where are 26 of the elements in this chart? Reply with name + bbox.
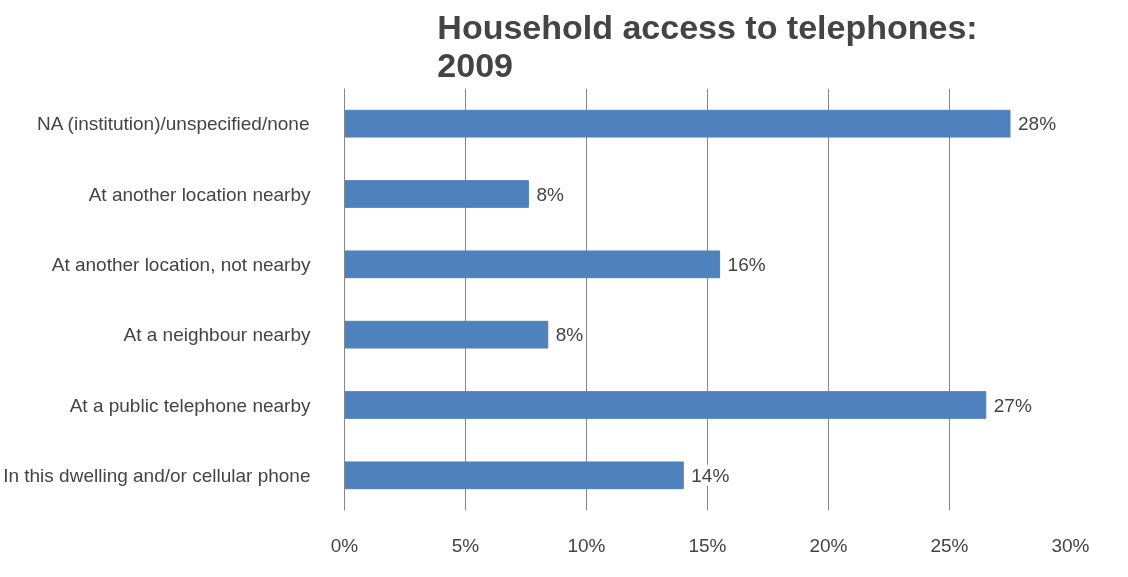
data-label: 8% bbox=[555, 324, 584, 346]
x-tick-label: 30% bbox=[1051, 534, 1090, 556]
x-tick-label: 10% bbox=[567, 534, 606, 556]
data-label: 16% bbox=[727, 253, 766, 275]
bar bbox=[344, 180, 529, 208]
x-tick-label: 0% bbox=[330, 534, 359, 556]
data-label: 8% bbox=[536, 183, 564, 205]
y-tick-label: At another location, not nearby bbox=[51, 253, 311, 275]
x-tick-label: 25% bbox=[930, 534, 969, 556]
data-label: 14% bbox=[691, 464, 730, 486]
y-tick-label: At another location nearby bbox=[88, 183, 311, 205]
y-tick-label: In this dwelling and/or cellular phone bbox=[3, 464, 311, 486]
data-label: 28% bbox=[1018, 113, 1057, 135]
x-tick-label: 5% bbox=[451, 534, 480, 556]
data-label: 27% bbox=[993, 394, 1032, 416]
bar bbox=[344, 461, 684, 490]
y-tick-label: At a neighbour nearby bbox=[123, 324, 311, 346]
y-tick-label: NA (institution)/unspecified/none bbox=[36, 113, 310, 135]
x-tick-label: 20% bbox=[809, 534, 848, 556]
bar bbox=[344, 320, 549, 349]
x-tick-label: 15% bbox=[688, 534, 727, 556]
bar bbox=[344, 109, 1011, 138]
chart-title: Household access to telephones: 2009 bbox=[437, 7, 978, 84]
bar bbox=[344, 391, 987, 419]
bar bbox=[344, 250, 721, 279]
y-tick-label: At a public telephone nearby bbox=[69, 394, 311, 416]
